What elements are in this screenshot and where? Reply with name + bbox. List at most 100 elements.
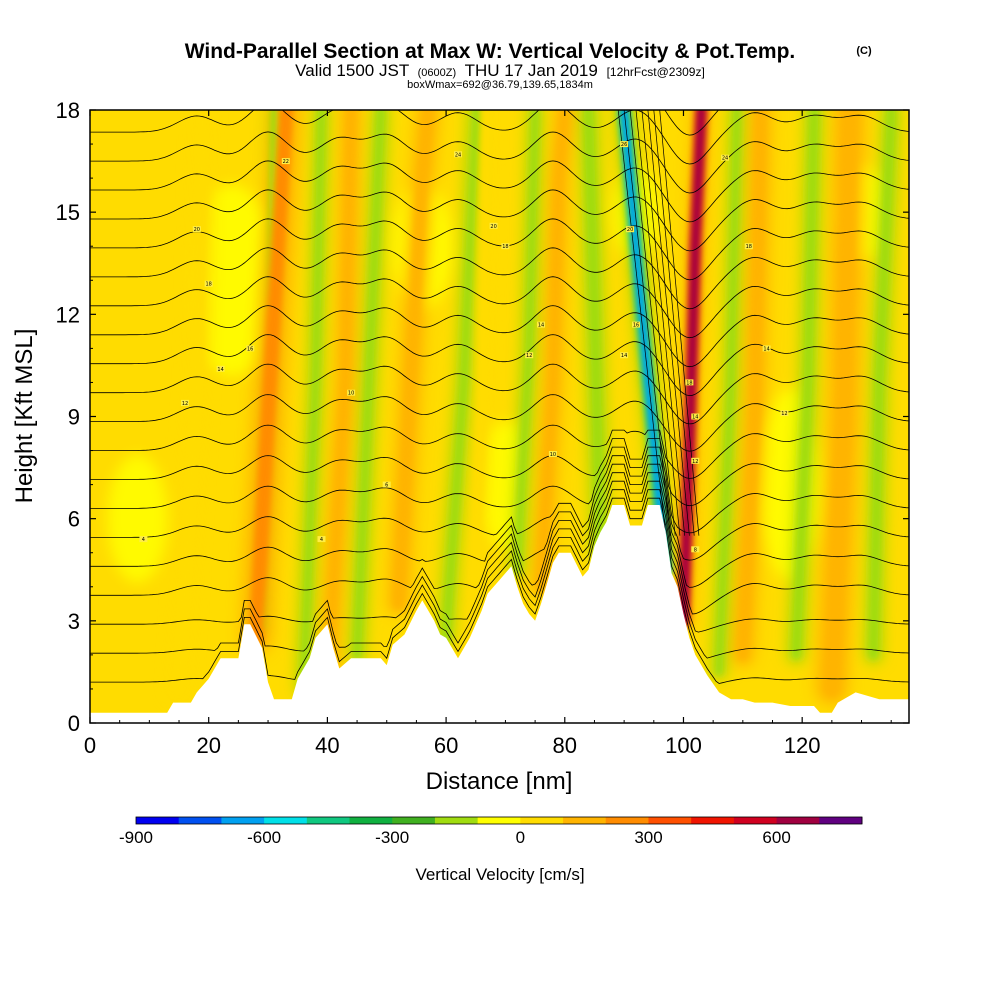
contour-label-text: 20 xyxy=(194,227,200,233)
contour-label: 18 xyxy=(744,243,753,250)
y-axis-title: Height [Kft MSL] xyxy=(11,329,38,504)
updraft-core xyxy=(737,110,766,661)
contour-label-bg xyxy=(626,226,635,233)
theta-contour xyxy=(90,160,909,223)
contour-label-bg xyxy=(525,352,534,359)
theta-contour xyxy=(90,472,909,615)
velocity-field xyxy=(107,110,901,706)
contour-label-bg xyxy=(691,457,700,464)
contour-label-text: 12 xyxy=(692,459,698,465)
theta-contour xyxy=(90,363,909,425)
contour-label-text: 12 xyxy=(781,411,787,417)
contour-label-bg xyxy=(685,379,694,386)
valid-date: THU 17 Jan 2019 xyxy=(465,61,598,80)
contour-label-bg xyxy=(382,481,391,488)
colorbar-tick-label: -600 xyxy=(247,828,281,847)
contour-label: 12 xyxy=(780,410,789,417)
colorbar-swatch xyxy=(477,817,521,824)
contour-label-text: 10 xyxy=(348,391,354,397)
colorbar-swatch xyxy=(520,817,564,824)
contour-label-text: 16 xyxy=(633,323,639,329)
contour-label: 14 xyxy=(620,352,629,359)
contour-label-text: 6 xyxy=(385,483,388,489)
theta-contour xyxy=(90,455,909,561)
theta-contour-steep xyxy=(659,110,700,536)
valid-time-line: Valid 1500 JST (0600Z) THU 17 Jan 2019 [… xyxy=(295,61,705,80)
theta-contour xyxy=(90,394,909,452)
theta-contour xyxy=(90,438,909,507)
colorbar-swatch xyxy=(605,817,649,824)
contour-label-text: 4 xyxy=(320,537,323,543)
theta-contour xyxy=(90,334,909,397)
colorbar-swatch xyxy=(648,817,692,824)
downdraft-core xyxy=(584,110,605,558)
contour-label-bg xyxy=(691,546,700,553)
colorbar-swatch xyxy=(691,817,735,824)
colorbar: -900 -600 -300 0 300 600 xyxy=(119,816,863,847)
downdraft-core xyxy=(353,110,385,659)
contour-label: 8 xyxy=(691,546,700,553)
contour-labels: 4 4 6 10 12 10 12 14 16 14 18 20 18 20 24 22 24 18 14 12 18 1… xyxy=(139,141,789,553)
contour-label: 24 xyxy=(721,154,729,162)
theta-contour-steep xyxy=(653,110,695,536)
colorbar-swatch xyxy=(563,817,607,824)
x-tick-label: 80 xyxy=(553,733,577,758)
colorbar-swatch xyxy=(434,817,479,824)
weak-flow-patch xyxy=(107,454,168,583)
theta-contour xyxy=(90,305,909,368)
colorbar-tick-label: 300 xyxy=(634,828,662,847)
plot-area: 4 4 6 10 12 10 12 14 16 14 18 20 18 20 24 22 24 18 14 12 18 1… xyxy=(56,98,910,758)
downdraft-core xyxy=(792,110,819,660)
colorbar-tick-label: 0 xyxy=(516,828,525,847)
y-tick-label: 15 xyxy=(56,200,80,225)
valid-prefix: Valid 1500 JST xyxy=(295,61,409,80)
contour-label: 4 xyxy=(139,536,148,543)
theta-contour xyxy=(90,424,909,479)
x-tick-label: 60 xyxy=(434,733,458,758)
colorbar-swatch xyxy=(306,817,351,824)
contour-label-bg xyxy=(691,413,700,420)
updraft-core xyxy=(824,110,858,697)
contour-label: 18 xyxy=(501,243,510,250)
theta-contour xyxy=(90,446,909,534)
theta-contour-steep xyxy=(617,110,667,536)
contour-label-bg xyxy=(620,141,629,148)
y-tick-label: 12 xyxy=(56,302,80,327)
theta-contour-steep xyxy=(623,110,671,536)
contour-label-text: 12 xyxy=(526,353,532,359)
contour-label: 20 xyxy=(192,226,201,233)
contour-label-bg xyxy=(347,389,356,396)
contour-label-text: 22 xyxy=(283,159,289,165)
colorbar-title: Vertical Velocity [cm/s] xyxy=(415,865,584,884)
axis-ticks: 0 20 40 60 80 100 120 0 3 6 9 12 15 18 xyxy=(56,98,909,758)
contour-label: 10 xyxy=(347,389,356,397)
contour-label: 24 xyxy=(454,151,462,158)
colorbar-tick-label: 600 xyxy=(762,828,790,847)
valid-utc: (0600Z) xyxy=(418,67,457,79)
theta-contour xyxy=(90,189,909,252)
contour-label-bg xyxy=(501,243,510,250)
colorbar-swatch xyxy=(178,817,222,824)
contour-label-text: 18 xyxy=(686,380,692,386)
downdraft-core xyxy=(300,110,326,693)
contour-label-bg xyxy=(548,451,557,457)
contour-label: 12 xyxy=(691,457,700,465)
box-info: boxWmax=692@36.79,139.65,1834m xyxy=(407,79,593,91)
contour-label-bg xyxy=(281,158,290,165)
downdraft-core xyxy=(715,110,741,676)
colorbar-swatch xyxy=(349,817,393,824)
contour-label-text: 14 xyxy=(763,346,769,352)
updraft-core xyxy=(393,110,434,610)
contour-label-bg xyxy=(204,280,213,287)
contour-label-bg xyxy=(744,243,753,250)
contour-label-bg xyxy=(317,536,326,543)
contour-label-text: 18 xyxy=(746,244,752,250)
theta-contour xyxy=(90,110,909,165)
terrain xyxy=(90,505,909,723)
contour-label-bg xyxy=(192,226,201,233)
colorbar-swatch xyxy=(136,817,180,824)
colorbar-tick-label: -900 xyxy=(119,828,153,847)
contour-label: 18 xyxy=(204,280,213,288)
y-tick-label: 0 xyxy=(68,711,80,736)
contour-label-text: 26 xyxy=(621,142,627,148)
